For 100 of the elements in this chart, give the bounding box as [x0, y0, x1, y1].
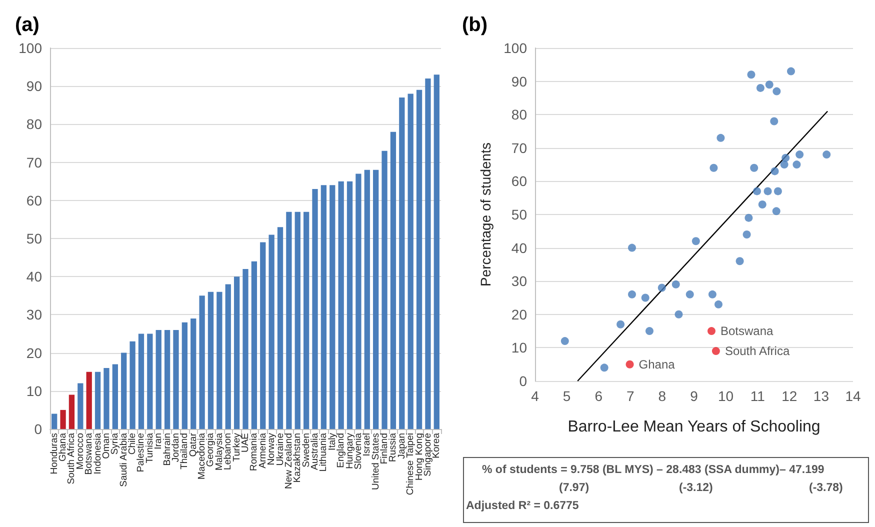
- annotation: Ghana: [638, 357, 676, 372]
- annotation: Botswana: [720, 324, 774, 338]
- x-tick-label: Lithuania: [318, 432, 330, 472]
- bar: [286, 212, 292, 429]
- x-tick-label: 11: [750, 388, 766, 404]
- y-tick-label: 80: [26, 116, 42, 132]
- x-tick-label: Palestine: [136, 433, 147, 472]
- bar: [390, 132, 396, 429]
- x-tick-label: Iran: [153, 433, 164, 450]
- bar: [190, 318, 196, 429]
- text: Adjusted R² = 0.6775: [466, 500, 579, 512]
- point: [742, 230, 751, 238]
- y-tick-label: 70: [26, 154, 42, 170]
- bar: [304, 212, 310, 429]
- x-tick-label: Kazakhstan: [292, 433, 304, 483]
- x-tick-label: 10: [718, 388, 734, 404]
- x-tick-label: Honduras: [48, 432, 60, 474]
- x-tick-label: New Zealand: [283, 433, 294, 489]
- bar: [60, 410, 66, 429]
- y-tick-label: 30: [26, 306, 42, 323]
- chart-title: (b): [462, 14, 488, 36]
- x-tick-label: 8: [658, 388, 666, 404]
- x-tick-label: 13: [813, 388, 830, 404]
- bar: [268, 234, 274, 429]
- y-tick-label: 80: [511, 106, 528, 123]
- x-tick-label: Turkey: [231, 432, 242, 462]
- bar: [130, 341, 136, 429]
- point: [708, 290, 716, 298]
- point: [658, 284, 666, 292]
- point: [765, 80, 774, 89]
- y-tick-label: 10: [511, 340, 528, 356]
- x-tick-label: 6: [594, 388, 603, 404]
- x-tick-label: Singapore: [422, 433, 434, 476]
- point: [772, 87, 781, 96]
- x-tick-label: Italy: [326, 432, 338, 450]
- x-tick-label: Chinese Taipei: [405, 433, 416, 496]
- bar: [434, 74, 440, 429]
- x-tick-label: Korea: [431, 432, 442, 458]
- bar: [356, 174, 362, 429]
- point: [714, 300, 722, 308]
- point: [626, 360, 634, 368]
- bar: [251, 261, 258, 429]
- bar: [112, 364, 118, 429]
- x-tick-label: Russia: [388, 432, 399, 462]
- text: (7.97): [559, 482, 590, 494]
- bar: [330, 185, 336, 429]
- point: [758, 200, 766, 209]
- bar: [182, 322, 188, 429]
- bar: [260, 242, 266, 429]
- x-tick-label: Hungary: [344, 432, 356, 469]
- x-tick-label: 12: [782, 388, 798, 404]
- chart-title: (a): [15, 14, 40, 36]
- bar: [208, 292, 214, 429]
- x-tick-label: Romania: [248, 432, 260, 472]
- x-tick-label: Ukraine: [274, 433, 286, 466]
- y-tick-label: 20: [26, 344, 42, 361]
- bar: [382, 150, 388, 429]
- bar: [68, 394, 75, 429]
- x-tick-label: Georgia: [205, 432, 216, 467]
- bar: [408, 94, 414, 429]
- point: [674, 310, 683, 318]
- point: [716, 134, 725, 142]
- bar: [416, 90, 422, 429]
- point: [750, 164, 758, 172]
- x-tick-label: Israel: [362, 433, 373, 456]
- point: [770, 117, 778, 126]
- bar: [121, 352, 127, 429]
- point: [736, 257, 744, 266]
- point: [747, 70, 756, 79]
- y-tick-label: 60: [511, 173, 528, 190]
- point: [641, 294, 650, 302]
- bar: [312, 188, 318, 429]
- x-tick-label: Slovenia: [352, 432, 364, 470]
- bar: [346, 181, 353, 429]
- x-tick-label: 4: [531, 388, 540, 404]
- bar: [216, 292, 222, 429]
- y-tick-label: 60: [26, 192, 42, 208]
- x-tick-label: 5: [562, 388, 571, 404]
- point: [780, 160, 788, 169]
- bar: [242, 268, 248, 429]
- x-tick-label: Saudi Arabia: [118, 432, 130, 487]
- bar: [164, 330, 170, 429]
- y-tick-label: 0: [519, 373, 528, 389]
- point: [616, 320, 625, 328]
- x-tick-label: Hong Kong: [414, 433, 425, 481]
- x-tick-label: Japan: [396, 433, 408, 459]
- x-tick-label: 7: [626, 388, 634, 404]
- x-tick-label: England: [336, 433, 347, 468]
- bar: [338, 181, 344, 429]
- y-tick-label: 40: [26, 268, 42, 285]
- x-tick-label: Syria: [110, 432, 121, 455]
- y-tick-label: 100: [504, 40, 528, 56]
- bar: [104, 368, 110, 429]
- bar: [234, 276, 240, 429]
- point: [774, 187, 782, 196]
- point: [792, 160, 801, 169]
- x-axis-title: Barro-Lee Mean Years of Schooling: [568, 418, 820, 436]
- bar: [78, 383, 84, 429]
- x-tick-label: Morocco: [74, 433, 86, 470]
- point: [560, 337, 569, 346]
